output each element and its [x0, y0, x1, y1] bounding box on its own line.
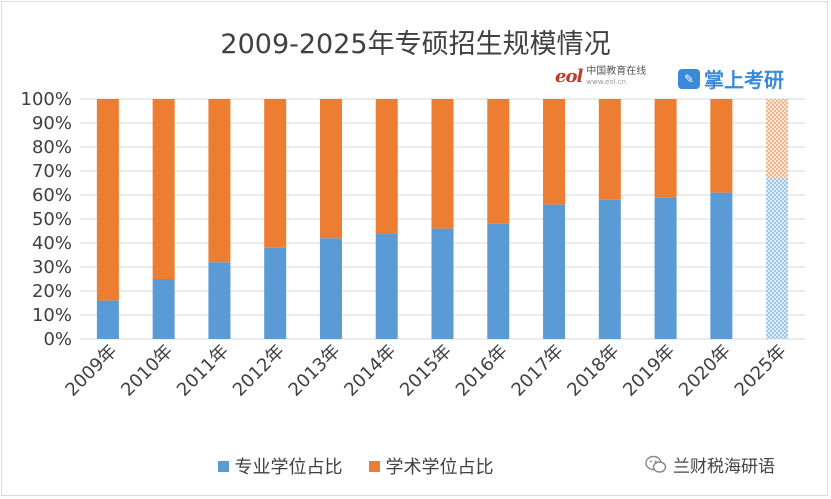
legend-swatch-professional — [217, 460, 229, 472]
bar-professional-2015年 — [431, 228, 454, 339]
chart-title: 2009-2025年专硕招生规模情况 — [220, 29, 611, 60]
legend: 专业学位占比 学术学位占比 — [0, 453, 831, 479]
bar-professional-2014年 — [375, 233, 398, 339]
wechat-attribution: 兰财税海研语 — [645, 452, 775, 477]
bar-academic-2013年 — [319, 99, 342, 239]
bars — [96, 99, 789, 339]
bar-academic-2011年 — [208, 99, 231, 263]
y-tick-label: 70% — [32, 161, 72, 182]
eol-url: www.eol.cn — [586, 77, 627, 86]
bar-academic-2018年 — [598, 99, 621, 200]
bar-academic-2014年 — [375, 99, 398, 234]
bar-academic-2010年 — [152, 99, 175, 279]
bar-academic-2009年 — [96, 99, 119, 301]
x-tick-label: 2016年 — [452, 341, 512, 401]
bar-academic-2019年 — [654, 99, 677, 198]
wechat-account: 兰财税海研语 — [673, 457, 775, 477]
x-tick-label: 2025年 — [731, 341, 791, 401]
bar-academic-2017年 — [543, 99, 566, 205]
y-tick-label: 80% — [32, 137, 72, 158]
kaoyan-app-icon: ✎ — [678, 68, 700, 89]
bar-academic-2016年 — [487, 99, 510, 224]
bar-professional-2020年 — [710, 192, 733, 339]
y-tick-label: 90% — [32, 113, 72, 134]
x-tick-label: 2013年 — [285, 341, 345, 401]
x-tick-label: 2020年 — [675, 341, 735, 401]
eol-watermark: eol 中国教育在线 www.eol.cn — [555, 66, 646, 87]
x-tick-label: 2011年 — [173, 341, 233, 401]
x-tick-label: 2015年 — [396, 341, 456, 401]
legend-label-academic: 学术学位占比 — [385, 457, 494, 478]
kaoyan-name: 掌上考研 — [704, 68, 784, 92]
legend-item-professional: 专业学位占比 — [217, 453, 343, 479]
bar-professional-2016年 — [487, 223, 510, 339]
x-tick-label: 2012年 — [229, 341, 289, 401]
y-tick-label: 30% — [32, 257, 72, 278]
bar-academic-2012年 — [264, 99, 287, 248]
eol-name: 中国教育在线 — [586, 65, 647, 77]
bar-professional-2013年 — [319, 238, 342, 339]
x-tick-label: 2014年 — [340, 341, 400, 401]
bar-professional-2025年 — [766, 178, 789, 339]
bar-professional-2012年 — [264, 247, 287, 339]
y-axis-ticks: 0% 10% 20% 30% 40% 50% 60% 70% 80% 90% 100% — [21, 89, 72, 350]
y-tick-label: 20% — [32, 281, 72, 302]
bar-professional-2010年 — [152, 279, 175, 339]
legend-swatch-academic — [368, 460, 380, 472]
bar-academic-2020年 — [710, 99, 733, 193]
bar-professional-2009年 — [96, 300, 119, 339]
bar-professional-2011年 — [208, 262, 231, 339]
bar-academic-2015年 — [431, 99, 454, 229]
wechat-icon — [645, 455, 667, 473]
y-tick-label: 60% — [32, 185, 72, 206]
legend-label-professional: 专业学位占比 — [234, 457, 343, 478]
x-tick-label: 2018年 — [563, 341, 623, 401]
bar-professional-2017年 — [543, 204, 566, 339]
legend-item-academic: 学术学位占比 — [368, 453, 494, 479]
bar-academic-2025年 — [766, 99, 789, 179]
bar-professional-2019年 — [654, 197, 677, 339]
x-tick-label: 2010年 — [117, 341, 177, 401]
y-tick-label: 100% — [21, 89, 72, 110]
y-tick-label: 10% — [32, 305, 72, 326]
bar-professional-2018年 — [598, 199, 621, 339]
eol-logo: eol — [555, 66, 583, 87]
y-tick-label: 40% — [32, 233, 72, 254]
x-tick-label: 2019年 — [619, 341, 679, 401]
x-axis-ticks: 2009年2010年2011年2012年2013年2014年2015年2016年… — [61, 341, 790, 401]
y-tick-label: 0% — [43, 329, 72, 350]
x-tick-label: 2017年 — [508, 341, 568, 401]
y-tick-label: 50% — [32, 209, 72, 230]
kaoyan-watermark: ✎ 掌上考研 — [678, 64, 784, 93]
